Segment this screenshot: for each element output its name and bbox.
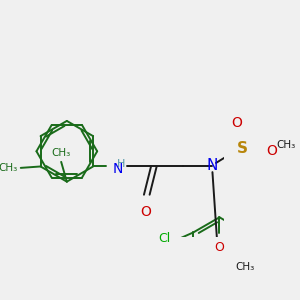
Text: O: O [266, 144, 277, 158]
Text: O: O [140, 205, 151, 219]
Text: O: O [231, 116, 242, 130]
Text: CH₃: CH₃ [0, 163, 18, 173]
Text: CH₃: CH₃ [277, 140, 296, 150]
Text: N: N [113, 162, 123, 176]
Text: N: N [207, 158, 218, 172]
Text: H: H [117, 159, 125, 170]
Text: S: S [237, 141, 248, 156]
Text: CH₃: CH₃ [235, 262, 254, 272]
Text: Cl: Cl [158, 232, 171, 244]
Text: O: O [214, 241, 224, 254]
Text: CH₃: CH₃ [52, 148, 71, 158]
